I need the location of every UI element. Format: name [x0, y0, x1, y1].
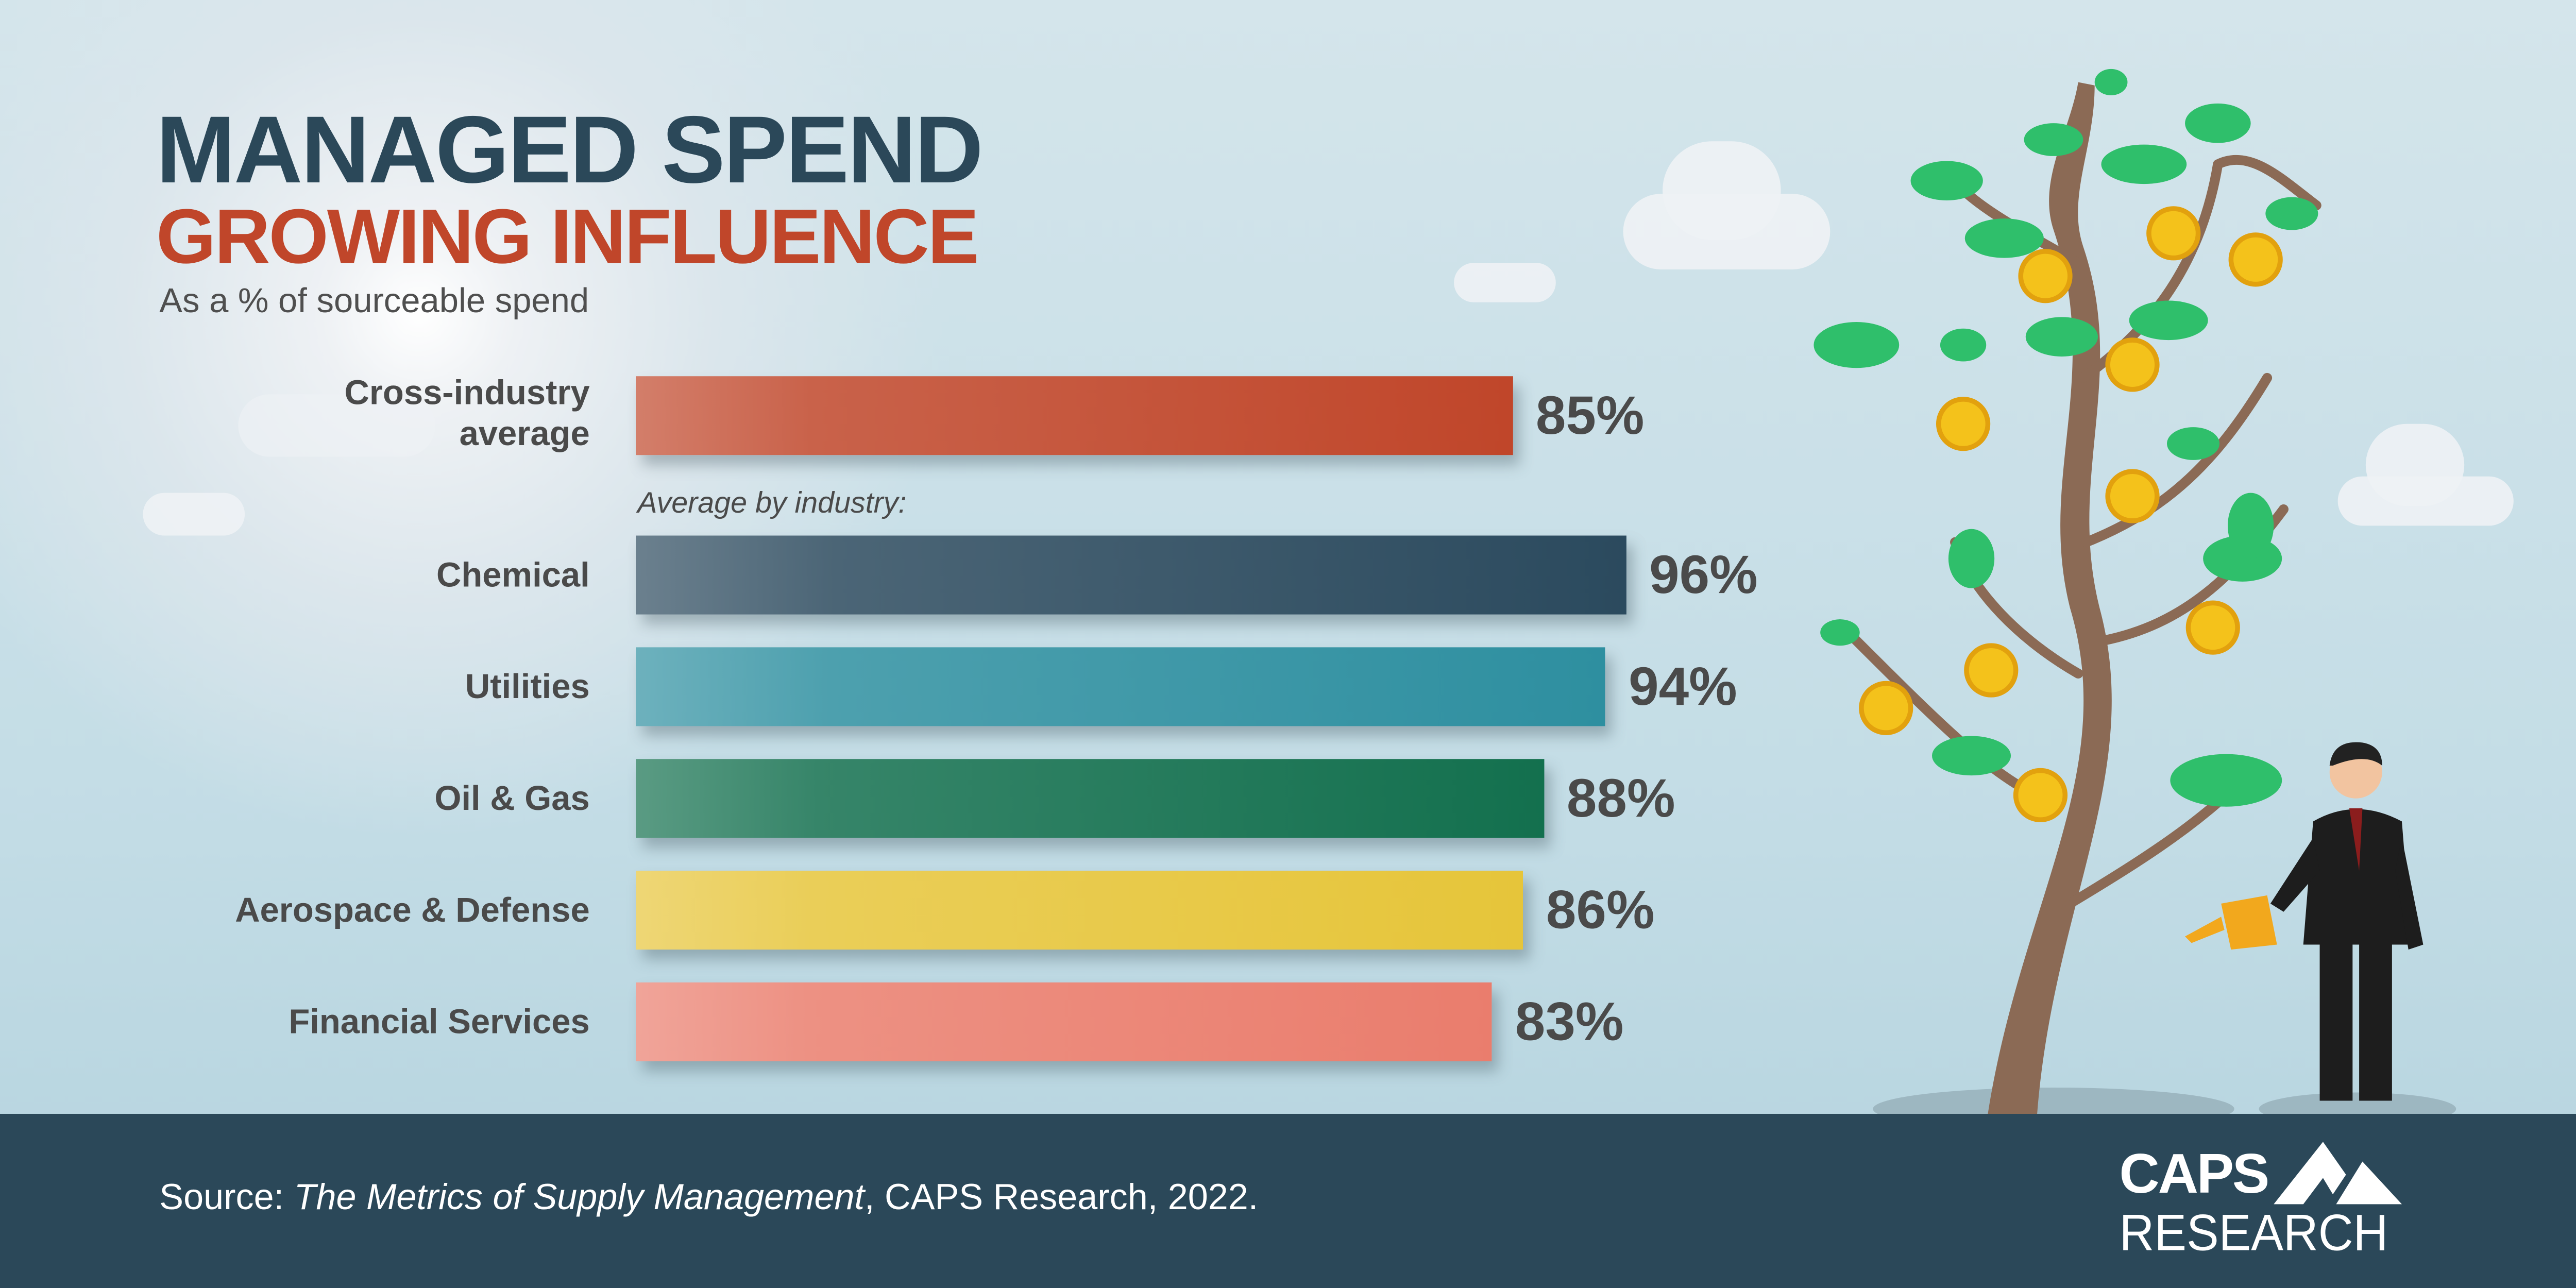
data-label: 88% — [1566, 767, 1675, 828]
cloud-icon — [143, 493, 245, 536]
title-line-2: GROWING INFLUENCE — [156, 192, 979, 280]
category-label-line: average — [459, 415, 590, 454]
logo-text-top: CAPS — [2119, 1143, 2270, 1206]
data-label: 94% — [1629, 655, 1737, 717]
bar — [636, 376, 1513, 455]
source-suffix: , CAPS Research, 2022. — [864, 1176, 1259, 1217]
cloud-icon — [1663, 141, 1781, 240]
watering-can-icon — [2185, 895, 2277, 950]
bar — [636, 871, 1523, 950]
cloud-icon — [2365, 423, 2465, 506]
category-label: Utilities — [465, 668, 590, 707]
data-label: 83% — [1515, 990, 1624, 1052]
source-prefix: Source: — [159, 1176, 294, 1217]
title-line-1: MANAGED SPEND — [156, 97, 984, 204]
category-label: Oil & Gas — [434, 780, 590, 819]
cloud-icon — [238, 394, 436, 457]
bar — [636, 535, 1626, 615]
businessman-icon — [2270, 742, 2424, 1101]
source-citation: Source: The Metrics of Supply Management… — [159, 1176, 1258, 1219]
footer — [0, 1113, 2576, 1288]
category-label-line: Cross-industry — [344, 375, 590, 413]
bar — [636, 647, 1606, 726]
subtitle: As a % of sourceable spend — [159, 282, 589, 320]
data-label: 85% — [1535, 384, 1645, 446]
caps-research-logo: CAPS RESEARCH — [2119, 1142, 2415, 1264]
category-label: Financial Services — [289, 1004, 590, 1042]
money-tree-icon — [1814, 69, 2456, 1130]
data-label: 86% — [1546, 878, 1655, 940]
bar — [636, 982, 1493, 1061]
category-label: Cross-industry average — [344, 373, 589, 455]
bar — [636, 759, 1544, 838]
section-label: Average by industry: — [637, 486, 907, 519]
data-label: 96% — [1649, 544, 1758, 605]
source-title: The Metrics of Supply Management — [294, 1176, 865, 1217]
category-label: Aerospace & Defense — [235, 892, 590, 930]
logo-text-bottom: RESEARCH — [2119, 1204, 2388, 1262]
cloud-icon — [1454, 263, 1556, 302]
category-label: Chemical — [436, 556, 590, 595]
mountain-icon — [2274, 1142, 2402, 1205]
dollar-coin-icon — [1859, 206, 2283, 822]
